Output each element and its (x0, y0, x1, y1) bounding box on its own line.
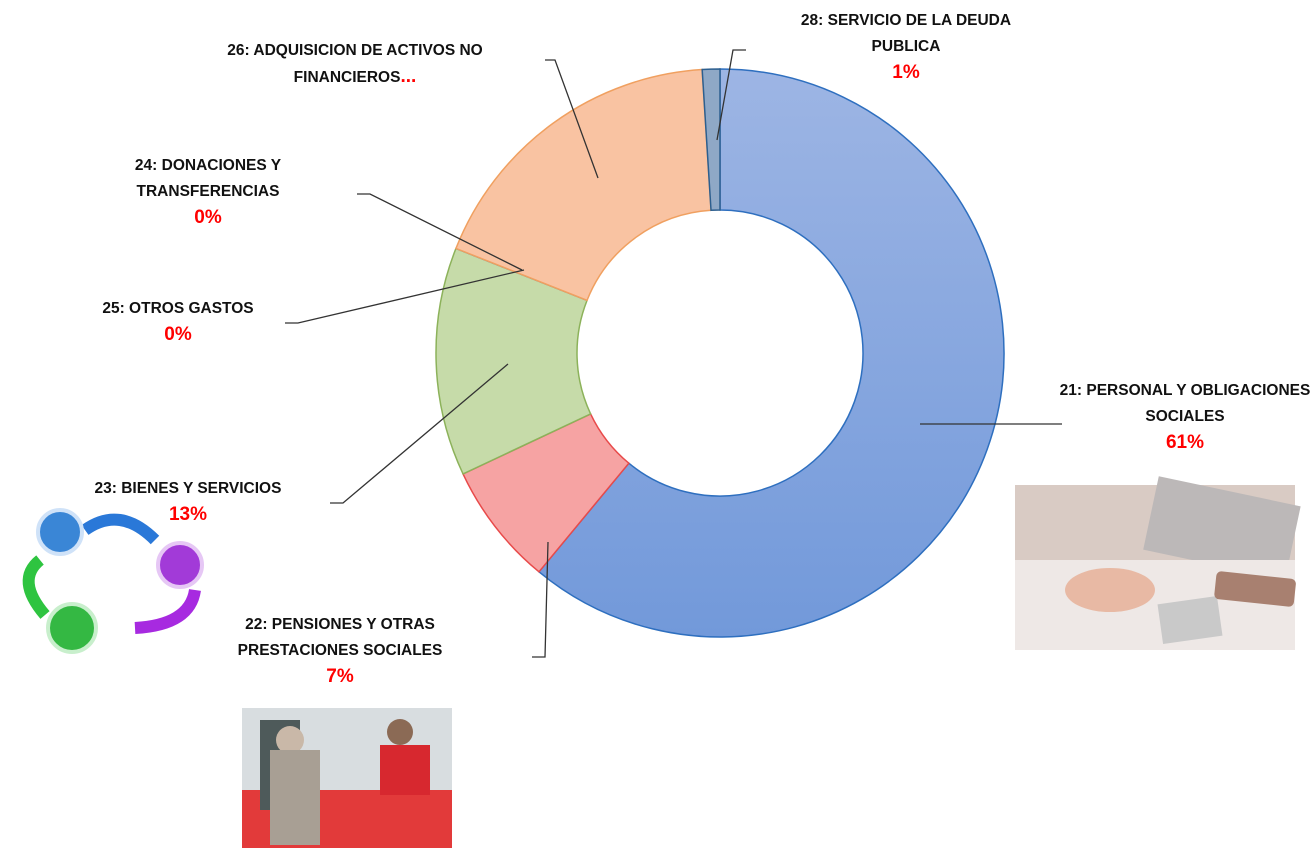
value-label: 0% (58, 322, 298, 348)
photo-counter (242, 708, 452, 848)
value-label: 7% (195, 664, 485, 690)
category-label: 22: PENSIONES Y OTRAS PRESTACIONES SOCIA… (238, 616, 443, 659)
slice-label: 26: ADQUISICION DE ACTIVOS NO FINANCIERO… (175, 38, 535, 91)
slice-label: 28: SERVICIO DE LA DEUDA PUBLICA 1% (776, 8, 1036, 86)
value-label: 13% (68, 502, 308, 528)
value-label: 0% (103, 205, 313, 231)
category-label: 23: BIENES Y SERVICIOS (95, 480, 282, 497)
category-label: 28: SERVICIO DE LA DEUDA PUBLICA (801, 12, 1011, 55)
donut (436, 69, 1004, 637)
category-label: 25: OTROS GASTOS (102, 300, 253, 317)
page: 21: PERSONAL Y OBLIGACIONES SOCIALES61%2… (0, 0, 1311, 849)
category-label: 26: ADQUISICION DE ACTIVOS NO FINANCIERO… (227, 42, 483, 86)
slice-label: 21: PERSONAL Y OBLIGACIONES SOCIALES 61% (1055, 378, 1311, 456)
category-label: 24: DONACIONES Y TRANSFERENCIAS (135, 157, 281, 200)
photo-office (1015, 476, 1301, 650)
slice-label: 23: BIENES Y SERVICIOS 13% (68, 476, 308, 528)
cycle-icon (29, 510, 202, 652)
slice-label: 24: DONACIONES Y TRANSFERENCIAS 0% (103, 153, 313, 231)
slice-label: 22: PENSIONES Y OTRAS PRESTACIONES SOCIA… (195, 612, 485, 690)
value-label: 61% (1055, 430, 1311, 456)
value-label: ... (400, 66, 416, 87)
value-label: 1% (776, 60, 1036, 86)
slice-label: 25: OTROS GASTOS 0% (58, 296, 298, 348)
category-label: 21: PERSONAL Y OBLIGACIONES SOCIALES (1060, 382, 1311, 425)
